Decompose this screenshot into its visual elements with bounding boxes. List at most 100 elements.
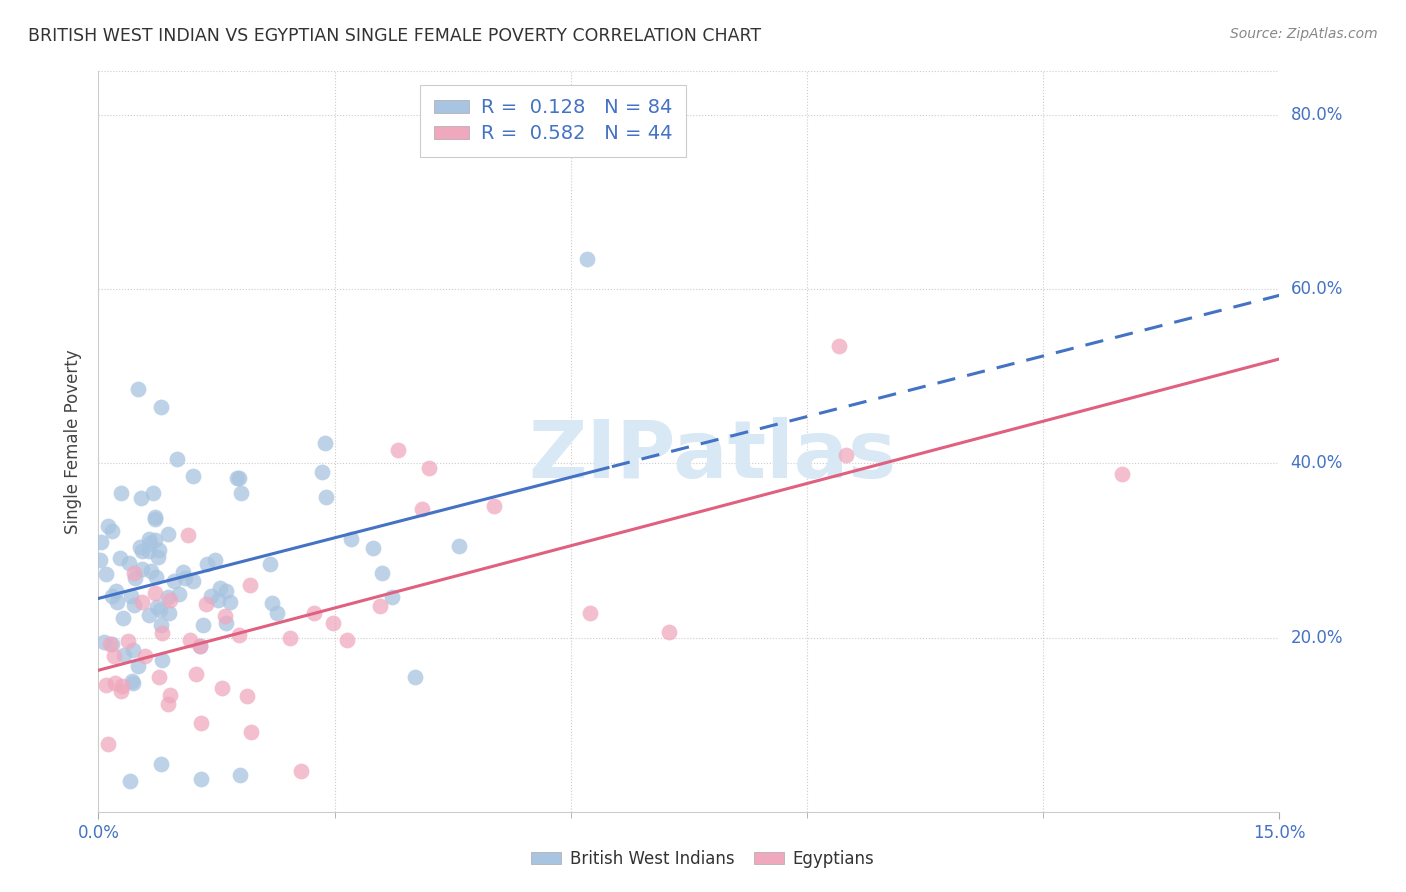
Point [228, 627, 250, 641]
Text: BRITISH WEST INDIAN VS EGYPTIAN SINGLE FEMALE POVERTY CORRELATION CHART: BRITISH WEST INDIAN VS EGYPTIAN SINGLE F… [28, 27, 761, 45]
Point [150, 400, 173, 414]
Point [143, 586, 166, 600]
Point [368, 599, 391, 614]
Point [148, 670, 170, 684]
Point [138, 544, 160, 558]
Point [179, 633, 201, 648]
Point [236, 689, 259, 703]
Point [195, 558, 218, 572]
Point [138, 532, 160, 546]
Point [208, 581, 231, 595]
Point [211, 681, 233, 695]
Point [96, 678, 118, 692]
Point [117, 633, 139, 648]
Point [411, 501, 433, 516]
Point [90, 535, 112, 549]
Point [404, 670, 426, 684]
Point [131, 595, 153, 609]
Point [482, 500, 505, 514]
Point [262, 596, 284, 610]
Point [157, 526, 180, 541]
Point [231, 486, 253, 500]
Point [138, 608, 160, 623]
Point [146, 600, 169, 615]
Point [157, 606, 180, 620]
Legend: R =  0.128   N = 84, R =  0.582   N = 44: R = 0.128 N = 84, R = 0.582 N = 44 [420, 85, 686, 157]
Point [127, 382, 149, 396]
Point [131, 544, 153, 558]
Point [184, 667, 207, 681]
Point [200, 590, 222, 604]
Y-axis label: Single Female Poverty: Single Female Poverty [65, 350, 83, 533]
Point [827, 339, 849, 353]
Point [370, 566, 392, 580]
Point [108, 550, 131, 565]
Point [176, 527, 198, 541]
Point [280, 631, 302, 645]
Point [122, 599, 145, 613]
Point [89, 553, 111, 567]
Point [225, 470, 247, 484]
Point [207, 593, 229, 607]
Point [94, 567, 117, 582]
Point [146, 550, 169, 565]
Legend: British West Indians, Egyptians: British West Indians, Egyptians [524, 844, 882, 875]
Point [157, 590, 180, 604]
Point [336, 632, 359, 647]
Point [112, 648, 135, 663]
Point [118, 556, 141, 570]
Point [166, 452, 188, 467]
Text: 80.0%: 80.0% [1291, 106, 1343, 124]
Point [120, 590, 142, 604]
Point [172, 565, 194, 579]
Point [118, 774, 141, 789]
Point [181, 469, 204, 483]
Point [143, 509, 166, 524]
Text: 20.0%: 20.0% [1291, 629, 1343, 647]
Point [128, 540, 150, 554]
Point [167, 587, 190, 601]
Point [100, 637, 122, 651]
Point [157, 697, 180, 711]
Point [124, 566, 146, 581]
Point [183, 574, 205, 588]
Text: 40.0%: 40.0% [1291, 454, 1343, 473]
Point [150, 653, 173, 667]
Point [214, 608, 236, 623]
Point [229, 768, 252, 782]
Point [447, 539, 470, 553]
Point [139, 564, 162, 578]
Point [215, 583, 238, 598]
Point [122, 676, 145, 690]
Point [418, 460, 440, 475]
Point [188, 640, 211, 654]
Point [162, 574, 184, 588]
Point [122, 642, 145, 657]
Point [259, 558, 281, 572]
Point [174, 571, 197, 585]
Point [97, 519, 120, 533]
Point [215, 616, 238, 631]
Point [159, 689, 181, 703]
Point [204, 552, 226, 566]
Point [239, 725, 262, 739]
Point [314, 436, 336, 450]
Point [145, 570, 167, 584]
Point [159, 593, 181, 607]
Point [228, 470, 250, 484]
Point [311, 465, 333, 479]
Point [105, 595, 128, 609]
Text: Source: ZipAtlas.com: Source: ZipAtlas.com [1230, 27, 1378, 41]
Point [361, 541, 384, 555]
Point [104, 675, 127, 690]
Point [131, 561, 153, 575]
Point [190, 772, 212, 786]
Point [111, 679, 134, 693]
Point [139, 535, 162, 549]
Point [110, 486, 132, 500]
Point [835, 448, 858, 462]
Point [97, 737, 120, 751]
Point [290, 764, 312, 778]
Point [579, 606, 602, 620]
Point [98, 637, 121, 651]
